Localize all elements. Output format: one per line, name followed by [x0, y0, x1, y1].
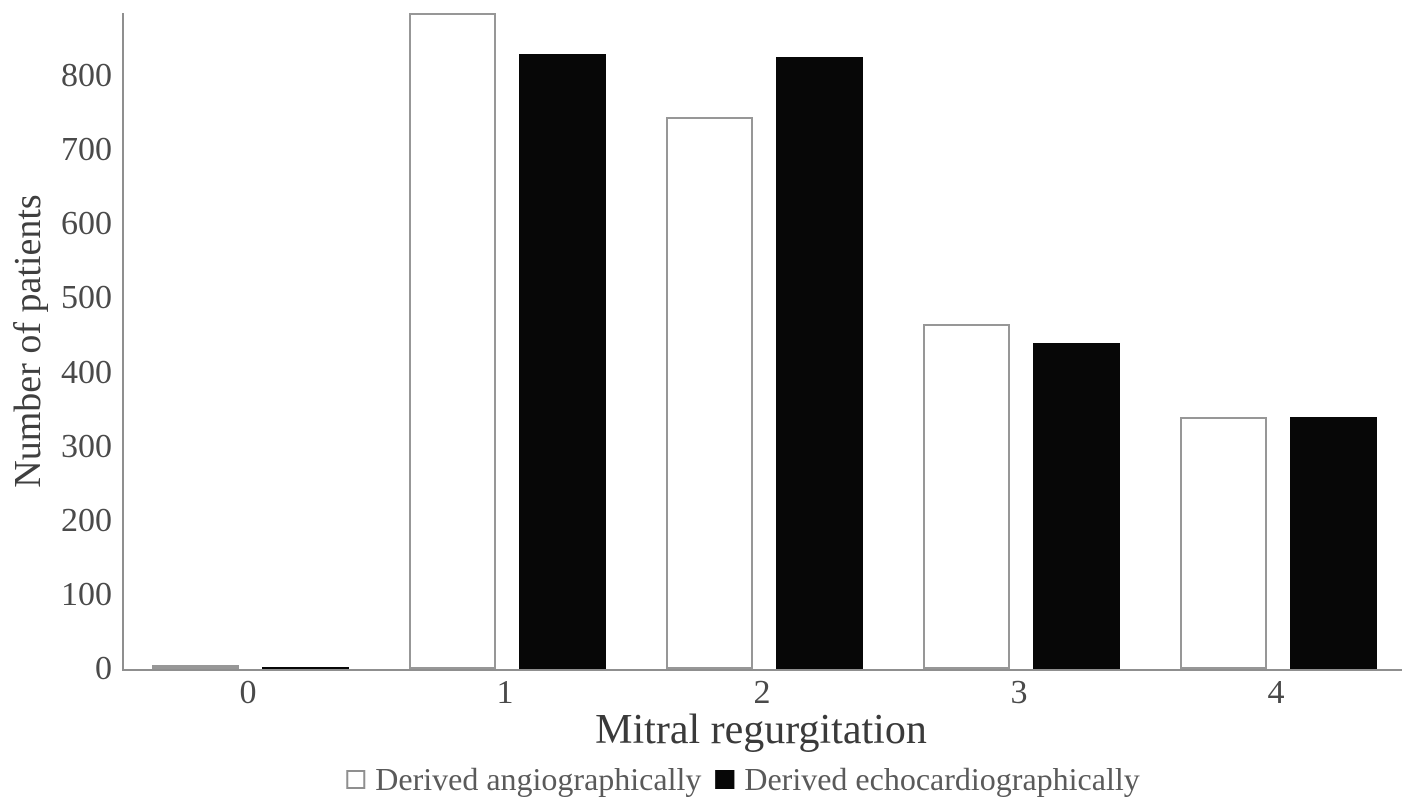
y-tick-label-200: 200 — [61, 502, 112, 539]
bar-echocardiographic-grade-1 — [519, 54, 606, 669]
bar-echocardiographic-grade-2 — [776, 57, 863, 669]
plot-area — [122, 13, 1402, 671]
chart-legend: Derived angiographically Derived echocar… — [346, 761, 1140, 798]
bar-angiographic-grade-1 — [409, 13, 496, 669]
y-tick-label-700: 700 — [61, 131, 112, 168]
bar-angiographic-grade-3 — [923, 324, 1010, 669]
x-tick-label-0: 0 — [239, 674, 257, 711]
x-tick-label-4: 4 — [1267, 674, 1285, 711]
legend-label-echocardiographic: Derived echocardiographically — [744, 761, 1140, 797]
bar-angiographic-grade-4 — [1180, 417, 1267, 669]
bar-angiographic-grade-0 — [152, 665, 239, 669]
y-axis-title: Number of patients — [7, 194, 49, 488]
open-square-icon — [346, 770, 366, 789]
y-tick-label-100: 100 — [61, 576, 112, 613]
bar-echocardiographic-grade-3 — [1033, 343, 1120, 669]
y-tick-label-500: 500 — [61, 279, 112, 316]
y-tick-label-800: 800 — [61, 57, 112, 94]
bar-angiographic-grade-2 — [666, 117, 753, 669]
bar-echocardiographic-grade-0 — [262, 667, 349, 669]
x-tick-label-1: 1 — [496, 674, 514, 711]
legend-label-angiographic: Derived angiographically — [375, 761, 702, 797]
legend-item-angiographic: Derived angiographically — [346, 761, 701, 798]
y-tick-label-300: 300 — [61, 428, 112, 465]
x-axis-title: Mitral regurgitation — [595, 707, 927, 753]
y-tick-label-600: 600 — [61, 205, 112, 242]
bar-echocardiographic-grade-4 — [1290, 417, 1377, 669]
y-tick-label-0: 0 — [95, 650, 112, 687]
legend-item-echocardiographic: Derived echocardiographically — [715, 761, 1140, 798]
x-tick-label-2: 2 — [753, 674, 771, 711]
x-tick-label-3: 3 — [1010, 674, 1028, 711]
y-tick-label-400: 400 — [61, 354, 112, 391]
filled-square-icon — [715, 770, 735, 789]
